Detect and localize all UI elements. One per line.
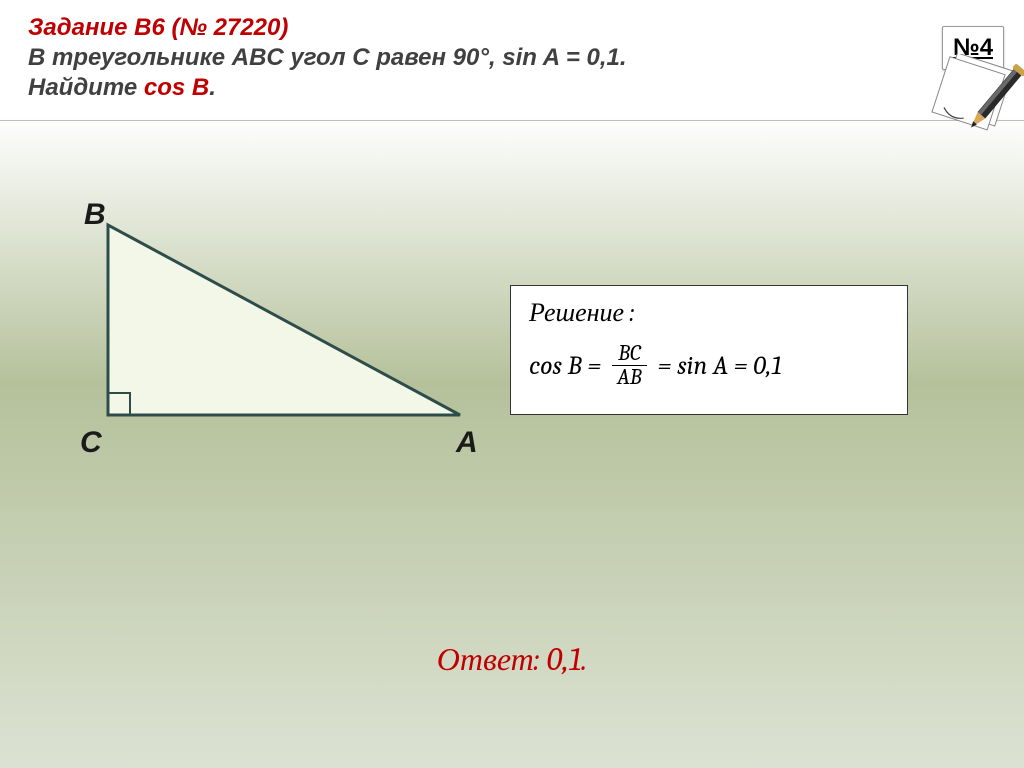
task-q-prefix: Найдите [28, 74, 144, 101]
solution-box: Решение : cos B = BC AB = sin A = 0,1 [510, 285, 908, 415]
triangle-figure: B C A [80, 210, 500, 470]
vertex-label-b: B [84, 198, 106, 232]
solution-lhs: cos B = [529, 351, 601, 381]
task-q-highlight: cos B [144, 74, 209, 101]
fraction-numerator: BC [612, 342, 647, 366]
solution-equation: cos B = BC AB = sin A = 0,1 [529, 342, 889, 389]
triangle-svg [80, 210, 500, 470]
vertex-label-c: C [80, 426, 102, 460]
solution-fraction: BC AB [611, 342, 648, 389]
solution-rhs: = sin A = 0,1 [658, 351, 782, 381]
task-header: Задание B6 (№ 27220) В треугольнике ABC … [0, 0, 1024, 108]
task-body: В треугольнике ABC угол C равен 90°, sin… [28, 44, 996, 72]
vertex-label-a: A [456, 426, 478, 460]
answer-line: Ответ: 0,1. [0, 641, 1024, 678]
fraction-denominator: AB [611, 366, 648, 389]
task-title: Задание B6 (№ 27220) [28, 14, 996, 42]
header-divider [0, 120, 1024, 121]
task-question: Найдите cos B. [28, 74, 996, 102]
triangle-shape [108, 225, 460, 415]
task-q-suffix: . [209, 74, 216, 101]
slide: Задание B6 (№ 27220) В треугольнике ABC … [0, 0, 1024, 768]
solution-title: Решение : [529, 298, 889, 328]
